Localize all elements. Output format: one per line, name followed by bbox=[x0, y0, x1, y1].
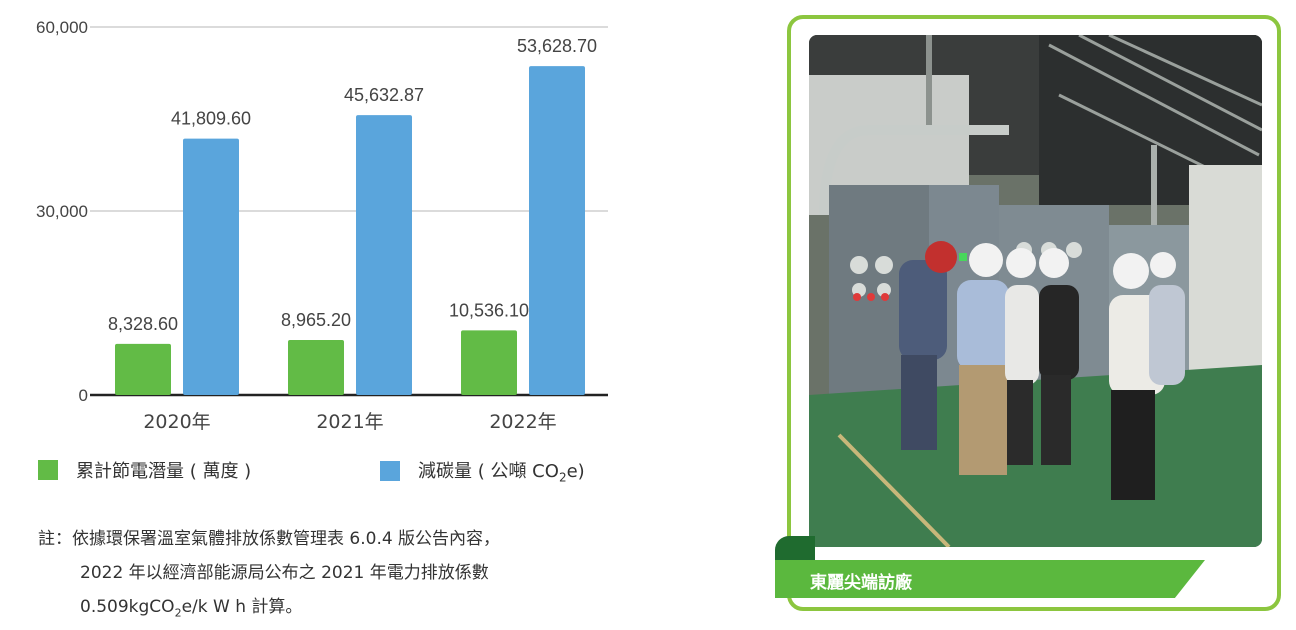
x-category-label: 2022年 bbox=[489, 411, 556, 433]
footnote-line-1: 註：依據環保署溫室氣體排放係數管理表 6.0.4 版公告內容， bbox=[38, 529, 501, 549]
legend-swatch-green bbox=[38, 460, 58, 480]
data-label: 45,632.87 bbox=[344, 85, 424, 105]
footnote-line-2: 2022 年以經濟部能源局公布之 2021 年電力排放係數 bbox=[80, 563, 489, 583]
bar-carbon-reduction-1 bbox=[356, 115, 412, 395]
bar-carbon-reduction-2 bbox=[529, 66, 585, 396]
bar-energy-saving-0 bbox=[115, 343, 171, 395]
footnote: 註：依據環保署溫室氣體排放係數管理表 6.0.4 版公告內容， 2022 年以經… bbox=[38, 522, 638, 630]
legend-label-energy-saving: 累計節電潛量 ( 萬度 ) bbox=[76, 461, 252, 482]
legend-item-carbon-reduction: 減碳量 ( 公噸 CO2e) bbox=[380, 457, 585, 485]
data-label: 41,809.60 bbox=[171, 109, 251, 129]
legend-item-energy-saving: 累計節電潛量 ( 萬度 ) bbox=[38, 457, 251, 483]
y-tick-label: 30,000 bbox=[36, 202, 88, 221]
data-label: 10,536.10 bbox=[449, 300, 529, 320]
photo-caption-banner: 東麗尖端訪廠 bbox=[775, 560, 1205, 598]
bar-chart: 0 30,000 60,000 8,328.60 41,809.60 2020年 8,965… bbox=[36, 18, 608, 433]
y-tick-label: 0 bbox=[79, 386, 88, 405]
x-category-label: 2021年 bbox=[316, 411, 383, 433]
footnote-line-3: 0.509kgCO2e/k W h 計算。 bbox=[80, 597, 303, 620]
data-label: 53,628.70 bbox=[517, 36, 597, 56]
x-category-label: 2020年 bbox=[143, 411, 210, 433]
legend-label-carbon-reduction: 減碳量 ( 公噸 CO2e) bbox=[418, 461, 585, 485]
data-label: 8,328.60 bbox=[108, 314, 178, 334]
chart-bars bbox=[115, 66, 585, 396]
bar-energy-saving-2 bbox=[461, 330, 517, 395]
bar-energy-saving-1 bbox=[288, 340, 344, 395]
photo-caption: 東麗尖端訪廠 bbox=[810, 573, 912, 593]
chart-labels: 0 30,000 60,000 8,328.60 41,809.60 2020年 8,965… bbox=[36, 18, 597, 433]
chart-gridlines bbox=[90, 26, 608, 397]
chart-legend: 累計節電潛量 ( 萬度 ) 減碳量 ( 公噸 CO2e) bbox=[38, 457, 638, 487]
factory-visit-photo bbox=[809, 35, 1262, 547]
caption-tab-accent bbox=[775, 536, 815, 562]
y-tick-label: 60,000 bbox=[36, 18, 88, 37]
bar-carbon-reduction-0 bbox=[183, 138, 239, 395]
legend-swatch-blue bbox=[380, 460, 400, 481]
data-label: 8,965.20 bbox=[281, 310, 351, 330]
